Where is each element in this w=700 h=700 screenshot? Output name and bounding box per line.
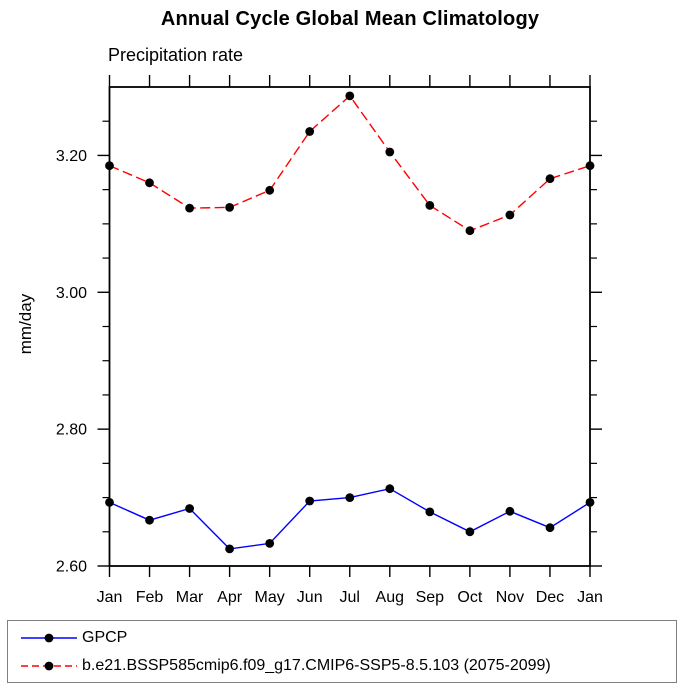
x-tick-label: Jul bbox=[340, 589, 360, 606]
legend-label-gpcp: GPCP bbox=[82, 629, 128, 646]
legend-item-model: b.e21.BSSP585cmip6.f09_g17.CMIP6-SSP5-8.… bbox=[8, 652, 676, 680]
y-tick-label: 3.20 bbox=[56, 148, 87, 165]
x-tick-label: Feb bbox=[136, 589, 164, 606]
x-tick-label: Jun bbox=[297, 589, 323, 606]
data-point-model bbox=[225, 203, 235, 212]
x-tick-label: Nov bbox=[496, 589, 524, 606]
data-point-model bbox=[305, 127, 315, 136]
data-point-model bbox=[385, 147, 395, 157]
data-point-model bbox=[185, 203, 195, 213]
chart-layer: Jan Feb Mar Apr May Jun Jul Aug Sep Oct Nov Dec Jan 2… bbox=[56, 75, 603, 606]
data-point-model bbox=[145, 178, 154, 188]
data-point-gpcp bbox=[385, 484, 395, 494]
data-point-gpcp bbox=[225, 544, 235, 554]
x-tick-label: Oct bbox=[457, 589, 482, 606]
x-tick-label: Apr bbox=[217, 589, 243, 606]
data-point-model bbox=[425, 201, 435, 210]
legend-box: GPCP b.e21.BSSP585cmip6.f09_g17.CMIP6-SS… bbox=[7, 620, 677, 683]
x-tick-label: Sep bbox=[416, 589, 445, 606]
chart-subtitle: Precipitation rate bbox=[108, 45, 244, 65]
legend-item-gpcp: GPCP bbox=[8, 624, 676, 652]
x-tick-label: Jan bbox=[97, 589, 123, 606]
data-point-model bbox=[465, 226, 475, 236]
data-point-model bbox=[105, 161, 114, 171]
legend-marker-dot bbox=[44, 633, 54, 643]
data-point-gpcp bbox=[425, 507, 435, 517]
x-tick-label: Mar bbox=[176, 589, 204, 606]
y-tick-label: 3.00 bbox=[56, 285, 87, 302]
data-point-model bbox=[545, 174, 555, 184]
data-point-gpcp bbox=[105, 498, 114, 507]
data-point-model bbox=[345, 91, 355, 101]
data-point-gpcp bbox=[585, 498, 595, 507]
data-point-gpcp bbox=[305, 496, 315, 506]
legend-marker-dot bbox=[44, 661, 54, 671]
x-tick-label: Dec bbox=[536, 589, 564, 606]
legend-sample-model bbox=[21, 661, 77, 671]
data-point-gpcp bbox=[345, 493, 355, 502]
data-point-gpcp bbox=[545, 523, 555, 533]
legend-sample-gpcp bbox=[21, 633, 77, 643]
data-point-model bbox=[585, 161, 595, 171]
data-point-gpcp bbox=[505, 506, 515, 516]
x-tick-label: Aug bbox=[376, 589, 404, 606]
y-tick-label: 2.80 bbox=[56, 422, 87, 439]
data-point-gpcp bbox=[265, 539, 275, 548]
data-point-model bbox=[265, 185, 275, 195]
chart-title: Annual Cycle Global Mean Climatology bbox=[160, 8, 540, 30]
data-point-gpcp bbox=[465, 527, 475, 537]
y-axis-title: mm/day bbox=[16, 293, 35, 354]
x-tick-label: May bbox=[255, 589, 285, 606]
data-point-gpcp bbox=[145, 515, 154, 525]
series-line-model bbox=[109, 94, 591, 232]
data-point-model bbox=[505, 210, 515, 220]
y-tick-label: 2.60 bbox=[56, 559, 87, 576]
x-tick-label: Jan bbox=[577, 589, 603, 606]
legend-label-model: b.e21.BSSP585cmip6.f09_g17.CMIP6-SSP5-8.… bbox=[82, 657, 551, 674]
data-point-gpcp bbox=[185, 504, 195, 513]
